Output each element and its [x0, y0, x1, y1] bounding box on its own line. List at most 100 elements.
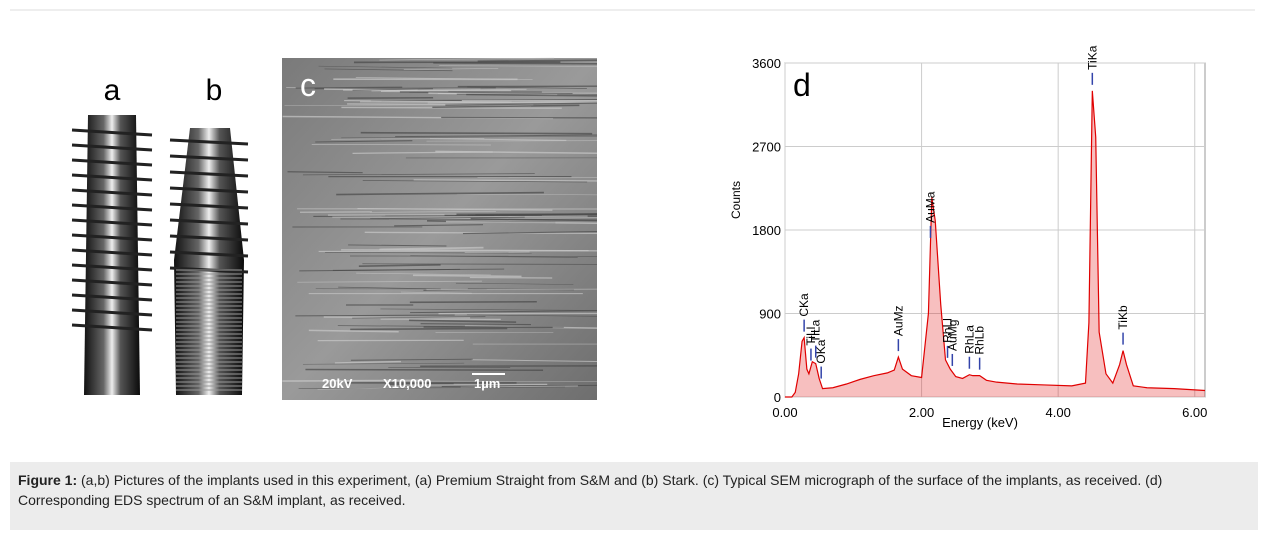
- surface-streak: [332, 215, 588, 218]
- thread: [169, 170, 249, 178]
- thread: [71, 263, 153, 272]
- surface-streak: [287, 171, 363, 174]
- eds-spectrum: 0 900 1800 2700 3600 0.00 2.00 4.00 6.00 Energy (…: [729, 45, 1207, 430]
- surface-streak: [471, 359, 598, 363]
- surface-streak: [324, 68, 453, 72]
- figure: a b c 20kV X10,000 1µm 09001800270036000…: [10, 9, 1255, 430]
- surface-streak: [318, 65, 453, 69]
- surface-streak: [302, 173, 535, 176]
- caption-label: Figure 1:: [18, 472, 78, 488]
- surface-streak: [332, 268, 505, 271]
- surface-streak: [315, 140, 413, 143]
- thread: [71, 233, 153, 242]
- surface-streak: [466, 314, 598, 317]
- surface-streak: [433, 62, 598, 65]
- surface-streak: [379, 57, 555, 61]
- thread: [169, 250, 249, 258]
- surface-streak: [348, 244, 447, 247]
- thread: [169, 218, 249, 226]
- surface-streak: [297, 280, 482, 283]
- peak-label: RhLa: [962, 325, 976, 354]
- surface-streak: [413, 179, 598, 182]
- thread: [169, 138, 249, 146]
- surface-streak: [456, 193, 598, 196]
- surface-streak: [340, 218, 598, 221]
- surface-streak: [298, 386, 566, 390]
- x-tick-label: 6.00: [1182, 405, 1207, 420]
- surface-streak: [412, 274, 522, 278]
- surface-streak: [325, 252, 532, 254]
- surface-streak: [409, 300, 537, 304]
- surface-streak: [302, 362, 465, 365]
- surface-streak: [350, 327, 508, 331]
- scale-bar-label: 1µm: [474, 376, 500, 391]
- thread: [71, 188, 153, 197]
- surface-streak: [403, 68, 499, 70]
- surface-streak: [432, 104, 580, 108]
- panel-label: c: [300, 67, 316, 103]
- thread: [71, 323, 153, 332]
- peak-label: OKa: [814, 339, 828, 363]
- surface-streak: [352, 151, 493, 154]
- surface-streak: [462, 231, 598, 235]
- surface-streak: [420, 323, 531, 326]
- surface-streak: [455, 282, 574, 285]
- x-tick-label: 2.00: [909, 405, 934, 420]
- surface-streak: [362, 263, 598, 265]
- surface-streak: [317, 387, 409, 390]
- surface-streak: [426, 288, 598, 291]
- peak-label: AuMg: [945, 320, 959, 351]
- peak-label: AuMz: [891, 305, 905, 336]
- surface-streak: [467, 213, 598, 216]
- surface-streak: [467, 86, 587, 89]
- thread: [71, 173, 153, 182]
- surface-streak: [410, 310, 598, 314]
- x-axis-label: Energy (keV): [942, 415, 1018, 430]
- surface-streak: [352, 316, 486, 319]
- surface-streak: [466, 93, 598, 97]
- surface-streak: [336, 191, 544, 196]
- surface-streak: [460, 385, 578, 388]
- surface-streak: [400, 291, 472, 294]
- surface-streak: [369, 210, 496, 213]
- panel-label: a: [104, 74, 121, 107]
- surface-streak: [403, 383, 548, 386]
- caption: Figure 1: (a,b) Pictures of the implants…: [10, 462, 1258, 530]
- surface-streak: [337, 325, 564, 328]
- surface-streak: [469, 276, 553, 279]
- peak-label: RhLb: [973, 326, 987, 355]
- sem-voltage: 20kV: [322, 376, 353, 391]
- surface-streak: [282, 379, 422, 382]
- spectrum-line: [785, 90, 1206, 398]
- surface-streak: [295, 314, 455, 317]
- surface-streak: [395, 134, 598, 138]
- y-tick-label: 900: [759, 307, 781, 322]
- y-tick-label: 3600: [752, 56, 781, 71]
- surface-streak: [371, 88, 527, 92]
- peak-label: CKa: [797, 293, 811, 317]
- thread: [71, 308, 153, 317]
- surface-streak: [380, 308, 598, 311]
- surface-streak: [318, 250, 589, 253]
- peak-label: AuMa: [923, 191, 937, 223]
- peak-label: RhLl: [941, 318, 955, 343]
- surface-streak: [350, 358, 473, 361]
- surface-streak: [295, 86, 403, 89]
- surface-streak: [360, 131, 593, 135]
- surface-streak: [464, 251, 530, 253]
- surface-streak: [429, 138, 567, 141]
- y-axis-label: Counts: [729, 181, 743, 219]
- surface-streak: [334, 360, 402, 364]
- thread: [71, 158, 153, 167]
- y-tick-label: 1800: [752, 223, 781, 238]
- surface-streak: [311, 144, 491, 146]
- thread: [169, 202, 249, 210]
- surface-streak: [439, 65, 598, 67]
- y-tick-label: 0: [774, 390, 781, 405]
- panel-label: b: [206, 74, 223, 107]
- surface-streak: [477, 59, 598, 63]
- surface-streak: [305, 368, 544, 371]
- caption-text: (a,b) Pictures of the implants used in t…: [18, 472, 1163, 508]
- thread: [71, 218, 153, 227]
